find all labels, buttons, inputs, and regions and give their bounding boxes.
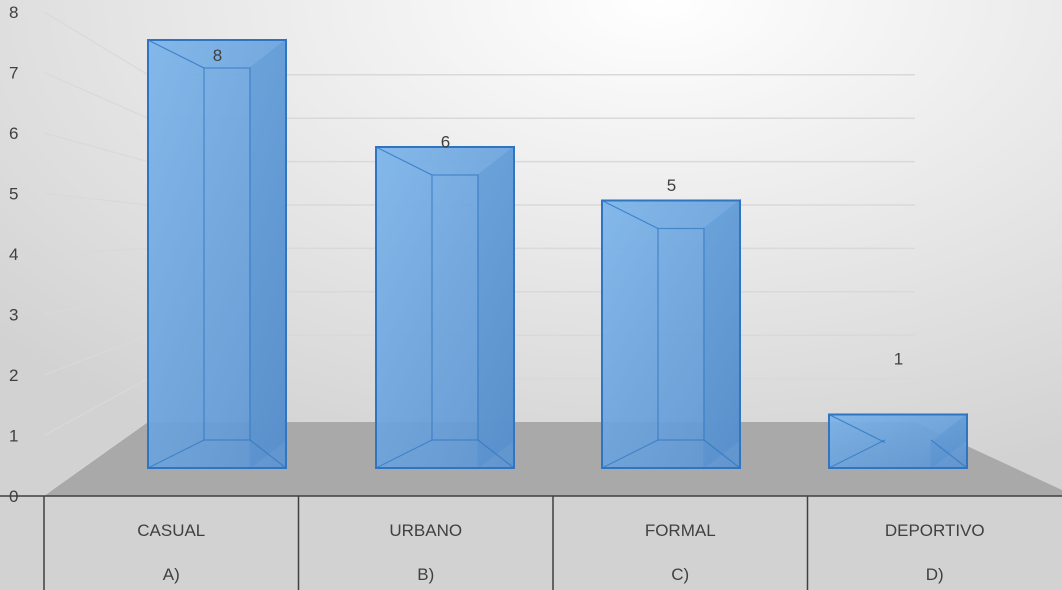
bar-edge xyxy=(601,199,659,230)
y-tick-label: 5 xyxy=(9,185,18,204)
bar-edge xyxy=(375,146,433,176)
side-gridline xyxy=(43,11,149,76)
side-gridline xyxy=(43,291,149,316)
y-tick-label: 6 xyxy=(9,124,18,143)
category-label: URBANO xyxy=(389,521,462,540)
bars xyxy=(147,38,968,470)
y-tick-label: 8 xyxy=(9,3,18,22)
y-tick-label: 2 xyxy=(9,366,18,385)
bar-edge xyxy=(601,439,659,469)
data-label: 8 xyxy=(213,46,222,65)
data-label: 1 xyxy=(894,350,903,369)
side-gridline xyxy=(43,192,149,206)
category-letter: B) xyxy=(417,565,434,584)
bar-edge xyxy=(375,439,433,469)
y-tick-label: 7 xyxy=(9,64,18,83)
bar-inner-edge xyxy=(431,174,479,441)
chart-floor xyxy=(44,422,1062,496)
bar-front-face xyxy=(147,39,287,469)
side-gridline xyxy=(43,132,149,163)
category-letter: C) xyxy=(671,565,689,584)
bar-edge xyxy=(703,439,741,469)
category-label: DEPORTIVO xyxy=(885,521,985,540)
y-axis: 012345678 xyxy=(9,3,18,506)
bar-edge xyxy=(930,439,968,469)
side-gridline xyxy=(43,71,149,119)
y-tick-label: 3 xyxy=(9,306,18,325)
side-gridline xyxy=(43,334,149,376)
bar xyxy=(828,412,968,470)
data-label: 5 xyxy=(667,176,676,195)
category-letter: D) xyxy=(926,565,944,584)
bar-edge xyxy=(147,39,205,69)
data-label: 6 xyxy=(441,133,450,152)
side-gridline xyxy=(43,247,149,255)
y-tick-label: 4 xyxy=(9,245,18,264)
category-label: FORMAL xyxy=(645,521,716,540)
bar xyxy=(601,198,741,470)
bar xyxy=(375,145,515,470)
bar-front-face xyxy=(601,199,741,469)
category-letter: A) xyxy=(163,565,180,584)
bar-edge xyxy=(828,439,886,469)
bar-front-face xyxy=(375,146,515,469)
bar-front-face xyxy=(828,413,968,469)
bar-edge xyxy=(828,413,886,444)
side-gridline xyxy=(43,378,149,437)
bar-inner-edge xyxy=(203,67,251,441)
y-tick-label: 1 xyxy=(9,427,18,446)
bar xyxy=(147,38,287,470)
bar-edge xyxy=(477,439,515,469)
category-label: CASUAL xyxy=(137,521,205,540)
bar-edge xyxy=(249,439,287,469)
category-axis-table: CASUAL A) URBANO B) FORMAL C) DEPORTIVO D) xyxy=(0,495,1062,590)
bar-edge xyxy=(147,439,205,469)
bar-inner-edge xyxy=(657,227,705,441)
data-labels: 8 6 5 1 xyxy=(213,46,903,369)
